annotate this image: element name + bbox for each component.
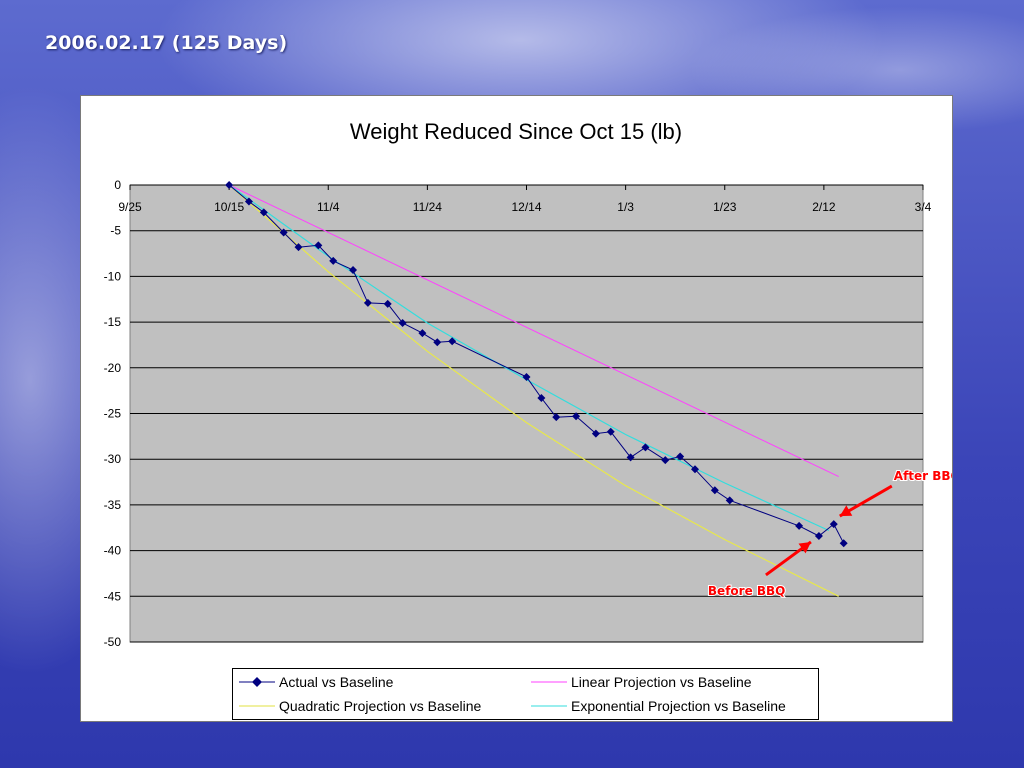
annotation-before-bbq-arrow-head [798,541,811,554]
y-tick-label: 0 [114,178,121,192]
data-point [448,337,457,346]
data-point [591,429,600,438]
legend-item-linear: Linear Projection vs Baseline [531,672,752,692]
legend-item-exponential: Exponential Projection vs Baseline [531,696,786,716]
data-point [259,208,268,217]
annotation-after-bbq: After BBQ [894,469,952,483]
chart-panel: 0 -5 -10 -15 -20 -25 -30 -35 -40 -45 -50 9/25 10/15 1… [80,95,953,722]
data-point [725,496,734,505]
annotation-before-bbq: Before BBQ [708,584,785,598]
data-point [279,228,288,237]
data-point [398,319,407,328]
data-point [314,241,323,250]
data-point [537,393,546,402]
y-tick-label: -40 [104,544,122,558]
weight-chart: 0 -5 -10 -15 -20 -25 -30 -35 -40 -45 -50 9/25 10/15 1… [104,119,952,649]
data-point [710,486,719,495]
data-point [418,329,427,338]
data-point [691,465,700,474]
legend-swatch-linear [531,681,567,683]
slide-title: 2006.02.17 (125 Days) [45,32,288,54]
chart-legend: Actual vs Baseline Linear Projection vs … [232,668,819,720]
data-point [363,298,372,307]
data-point [522,372,531,381]
annotation-after-bbq-arrow-head [839,505,853,517]
data-point [552,413,561,422]
legend-swatch-exponential [531,705,567,707]
data-point [814,531,823,540]
data-point [641,443,650,452]
y-tick-label: -5 [110,224,121,238]
y-tick-label: -20 [104,361,122,375]
chart-title: Weight Reduced Since Oct 15 (lb) [350,119,682,144]
data-point [225,181,234,189]
legend-item-actual: Actual vs Baseline [239,672,393,692]
x-tick-label: 9/25 [118,200,142,214]
x-tick-label: 12/14 [511,200,541,214]
legend-label-exponential: Exponential Projection vs Baseline [571,698,786,714]
legend-item-quadratic: Quadratic Projection vs Baseline [239,696,481,716]
x-tick-label: 10/15 [214,200,244,214]
y-tick-label: -30 [104,452,122,466]
data-point [661,456,670,465]
x-tick-label: 1/3 [617,200,634,214]
data-point [294,243,303,252]
series-line-1 [228,184,839,478]
legend-label-linear: Linear Projection vs Baseline [571,674,752,690]
series-line-2 [228,184,839,597]
x-tick-label: 1/23 [713,200,737,214]
y-tick-label: -50 [104,635,122,649]
legend-swatch-actual [239,677,275,687]
data-point [606,427,615,436]
data-point [244,197,253,206]
legend-label-actual: Actual vs Baseline [279,674,394,690]
data-point [349,266,358,275]
data-point [829,520,838,529]
data-point [795,521,804,530]
legend-swatch-quadratic [239,705,275,707]
x-tick-label: 11/4 [317,200,340,214]
x-tick-label: 2/12 [812,200,836,214]
legend-label-quadratic: Quadratic Projection vs Baseline [279,698,482,714]
y-tick-label: -10 [104,269,122,283]
data-point [626,453,635,462]
y-tick-label: -15 [104,315,122,329]
y-tick-label: -45 [104,589,122,603]
x-tick-label: 3/4 [915,200,932,214]
data-point [572,412,581,421]
data-point [433,338,442,347]
y-tick-label: -25 [104,407,122,421]
x-tick-label: 11/24 [413,200,442,214]
data-point [676,452,685,461]
data-point [839,539,848,548]
y-tick-label: -35 [104,498,122,512]
data-point [329,256,338,265]
data-point [383,299,392,308]
